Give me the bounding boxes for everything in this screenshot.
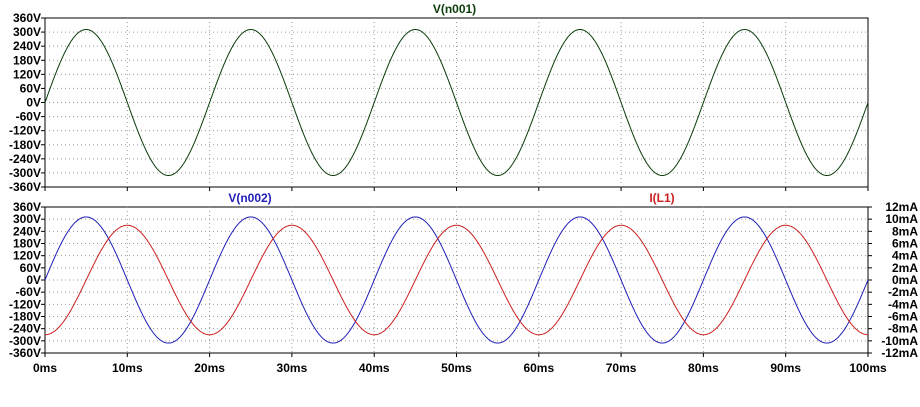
y2-tick-label: 0mA (892, 273, 918, 287)
y-tick-label: -60V (16, 110, 41, 124)
y-tick-label: -180V (9, 138, 41, 152)
y-tick-label: -60V (16, 285, 41, 299)
trace-label-v-n001: V(n001) (433, 2, 476, 16)
x-tick-label: 90ms (770, 361, 801, 375)
y-tick-label: 360V (13, 200, 41, 214)
y-tick-label: 180V (13, 237, 41, 251)
panel-2: 0ms 10ms 20ms 30ms 40ms 50ms 60ms 70ms 80ms 90ms 1… (9, 191, 918, 375)
y2-tick-label: -2mA (888, 285, 918, 299)
x-tick-label: 0ms (33, 361, 57, 375)
series-line-i-l1 (44, 224, 869, 336)
y-tick-label: -120V (9, 124, 41, 138)
y2-tick-label: 6mA (892, 237, 918, 251)
y2-tick-label: -4mA (888, 297, 918, 311)
y-tick-label: -180V (9, 310, 41, 324)
y2-tick-label: 12mA (885, 200, 918, 214)
y2-tick-label: 10mA (885, 212, 918, 226)
y2-tick-label: 2mA (892, 261, 918, 275)
y-tick-label: 360V (13, 11, 41, 25)
y-tick-label: 240V (13, 224, 41, 238)
y2-tick-label: -12mA (881, 346, 918, 360)
y-tick-label: 120V (13, 249, 41, 263)
y-tick-label: 300V (13, 25, 41, 39)
x-tick-label: 80ms (688, 361, 719, 375)
y2-tick-label: -8mA (888, 322, 918, 336)
y-tick-label: -120V (9, 297, 41, 311)
y-tick-label: 60V (20, 81, 41, 95)
y2-tick-label: -10mA (881, 334, 918, 348)
y-tick-label: 180V (13, 53, 41, 67)
y-tick-label: 240V (13, 39, 41, 53)
y-tick-label: -240V (9, 152, 41, 166)
trace-label-i-l1: I(L1) (649, 191, 674, 205)
y-tick-label: 60V (20, 261, 41, 275)
y-tick-label: -360V (9, 346, 41, 360)
series-line-v-n002 (44, 216, 869, 344)
x-tick-label: 10ms (112, 361, 143, 375)
y2-tick-label: -6mA (888, 310, 918, 324)
y-tick-label: 120V (13, 67, 41, 81)
x-tick-label: 50ms (441, 361, 472, 375)
x-tick-label: 70ms (606, 361, 637, 375)
x-tick-label: 60ms (523, 361, 554, 375)
y-tick-label: -240V (9, 322, 41, 336)
y2-tick-label: 8mA (892, 224, 918, 238)
y-tick-label: -360V (9, 180, 41, 194)
y-tick-label: 300V (13, 212, 41, 226)
y-tick-label: -300V (9, 166, 41, 180)
x-tick-label: 20ms (194, 361, 225, 375)
series-line-v-n001 (44, 28, 869, 177)
trace-label-v-n002: V(n002) (228, 191, 271, 205)
panel-1: 360V300V240V180V120V60V0V-60V-120V-180V-… (9, 2, 869, 194)
x-tick-label: 30ms (277, 361, 308, 375)
y-tick-label: 0V (26, 273, 41, 287)
x-tick-label: 40ms (359, 361, 390, 375)
y-tick-label: 0V (26, 96, 41, 110)
y2-tick-label: 4mA (892, 249, 918, 263)
x-tick-label: 100ms (849, 361, 887, 375)
y-tick-label: -300V (9, 334, 41, 348)
